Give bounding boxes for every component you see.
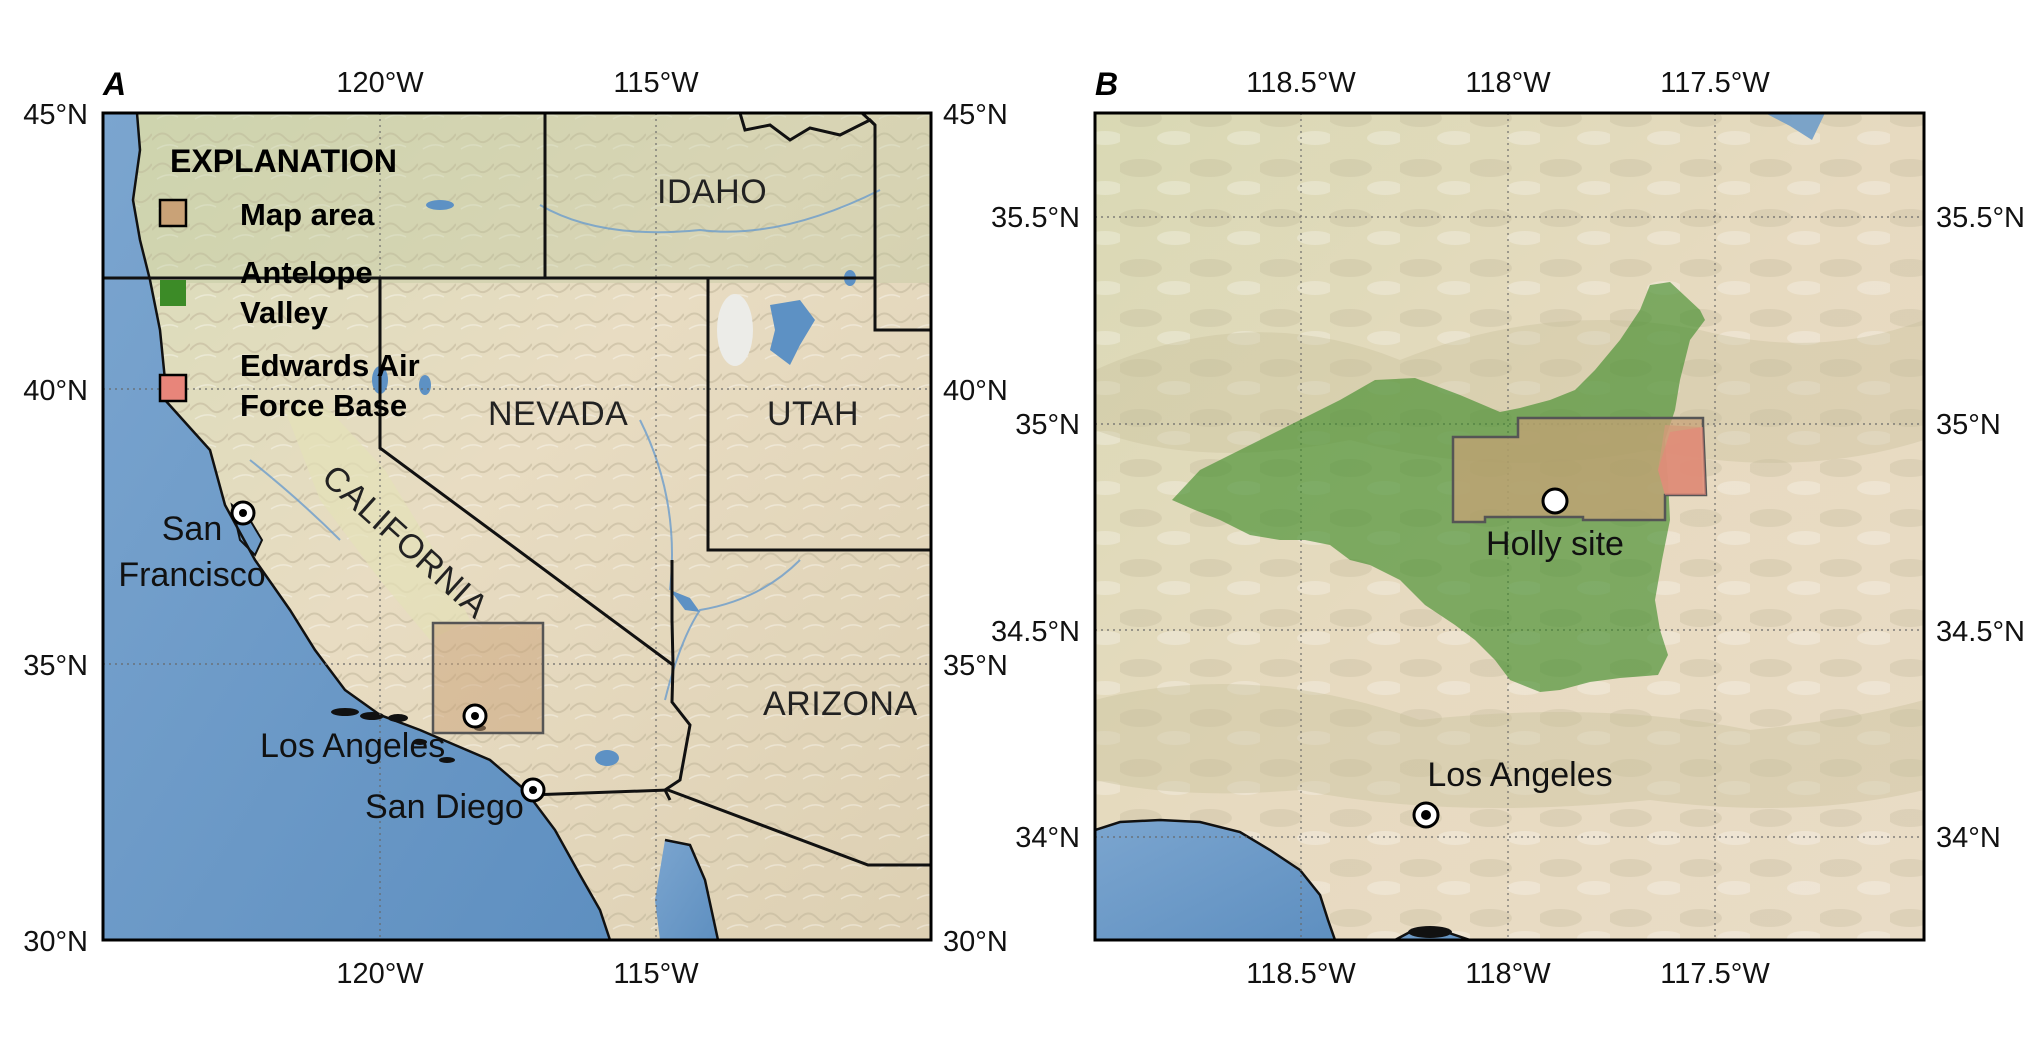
panel-a-ocean — [103, 113, 610, 940]
panel-a-lon-ticks-bottom: 120°W 115°W — [336, 958, 699, 990]
lakes — [372, 200, 856, 766]
panel-b-letter: B — [1095, 66, 1118, 102]
mountain-band-south — [1095, 684, 1924, 808]
panel-a-lon-tick: 120°W — [336, 958, 424, 990]
panel-a-lon-tick: 115°W — [613, 67, 699, 99]
panel-a-lat-tick: 45°N — [23, 99, 88, 131]
panel-a-frame — [101, 111, 933, 942]
panel-a-north-vegetation — [103, 113, 931, 283]
legend-label-antelope-valley-1: Antelope — [240, 255, 373, 290]
panel-a-lon-tick: 120°W — [336, 67, 424, 99]
panel-b-lon-tick: 118°W — [1465, 67, 1551, 99]
panel-b-lat-tick: 35.5°N — [1936, 202, 2025, 234]
legend-label-antelope-valley-2: Valley — [240, 295, 329, 330]
marker-san-diego — [520, 777, 546, 803]
panel-a-lon-ticks-top: 120°W 115°W — [336, 67, 699, 99]
baja-east-coast — [664, 838, 720, 940]
panel-a-lat-ticks-left: 45°N 40°N 35°N 30°N — [23, 99, 88, 958]
label-nevada: NEVADA — [488, 395, 628, 433]
label-los-angeles-b: Los Angeles — [1427, 756, 1612, 794]
gulf-of-california — [655, 840, 718, 940]
panel-b-lat-tick: 34.5°N — [1936, 616, 2025, 648]
panel-b-lat-tick: 34°N — [1936, 822, 2001, 854]
panel-b-lat-tick: 35°N — [1015, 409, 1080, 441]
panel-b-lon-tick: 118°W — [1465, 958, 1551, 990]
panel-a-lat-tick: 40°N — [943, 375, 1008, 407]
map-area-edwards-overlap — [1658, 427, 1706, 495]
panel-b-lat-ticks-right: 35.5°N 35°N 34.5°N 34°N — [1936, 202, 2025, 854]
panel-a-lat-tick: 40°N — [23, 375, 88, 407]
label-idaho: IDAHO — [657, 173, 767, 211]
panel-b-frame — [1093, 111, 1926, 942]
panel-b-lon-tick: 118.5°W — [1246, 67, 1356, 99]
panel-a-lat-tick: 35°N — [23, 650, 88, 682]
legend: EXPLANATION Map area Antelope Valley Edw… — [158, 143, 420, 423]
panel-a-lat-tick: 30°N — [23, 926, 88, 958]
panel-b-lat-ticks-left: 35.5°N 35°N 34.5°N 34°N — [991, 202, 1080, 854]
marker-san-francisco — [230, 500, 256, 526]
map-area-box — [431, 621, 545, 735]
legend-label-edwards-afb-2: Force Base — [240, 388, 407, 423]
panel-a-lat-ticks-right: 45°N 40°N 35°N 30°N — [943, 99, 1008, 958]
panel-b-ocean — [1095, 820, 1335, 940]
label-san-francisco-2: Francisco — [118, 556, 265, 594]
label-holly-site: Holly site — [1486, 525, 1624, 563]
label-utah: UTAH — [767, 395, 859, 433]
panel-b-lat-tick: 34°N — [1015, 822, 1080, 854]
label-arizona: ARIZONA — [763, 685, 918, 723]
panel-b: B — [991, 66, 2025, 990]
panel-b-lon-tick: 117.5°W — [1660, 958, 1770, 990]
legend-label-map-area: Map area — [240, 197, 375, 232]
legend-swatch-edwards-afb — [158, 373, 188, 403]
panel-a-lat-tick: 30°N — [943, 926, 1008, 958]
legend-title: EXPLANATION — [170, 143, 397, 179]
panel-a-lat-tick: 45°N — [943, 99, 1008, 131]
panel-b-lat-tick: 35°N — [1936, 409, 2001, 441]
central-valley — [285, 400, 470, 640]
panel-a-letter: A — [102, 66, 126, 102]
panel-b-lon-tick: 118.5°W — [1246, 958, 1356, 990]
legend-swatch-map-area — [158, 198, 188, 228]
panel-b-map: Holly site Los Angeles — [1095, 113, 1924, 940]
panel-a-coastline — [131, 113, 612, 940]
marker-holly-site — [1541, 487, 1569, 515]
legend-label-edwards-afb-1: Edwards Air — [240, 348, 420, 383]
panel-a-lon-tick: 115°W — [613, 958, 699, 990]
label-los-angeles-a: Los Angeles — [260, 727, 445, 765]
state-borders — [103, 113, 931, 867]
panel-b-coastline — [1095, 818, 1337, 940]
panel-b-lon-ticks-top: 118.5°W 118°W 117.5°W — [1246, 67, 1770, 99]
panel-a-map: IDAHO NEVADA UTAH CALIFORNIA ARIZONA San… — [103, 113, 931, 940]
panel-b-lat-tick: 35.5°N — [991, 202, 1080, 234]
marker-los-angeles-b — [1412, 801, 1440, 829]
island-b — [1408, 926, 1452, 938]
marker-los-angeles-a — [462, 703, 488, 729]
panel-a: A — [23, 66, 1008, 990]
legend-swatch-antelope-valley — [160, 280, 186, 306]
label-san-diego: San Diego — [365, 788, 524, 826]
panel-b-lat-tick: 34.5°N — [991, 616, 1080, 648]
label-san-francisco-1: San — [162, 510, 223, 548]
lake-b — [1765, 113, 1825, 140]
map-area-polygon — [1451, 416, 1708, 524]
antelope-valley-area — [1172, 282, 1705, 692]
panel-b-lon-ticks-bottom: 118.5°W 118°W 117.5°W — [1246, 958, 1770, 990]
panel-b-lon-tick: 117.5°W — [1660, 67, 1770, 99]
panel-a-lat-tick: 35°N — [943, 650, 1008, 682]
